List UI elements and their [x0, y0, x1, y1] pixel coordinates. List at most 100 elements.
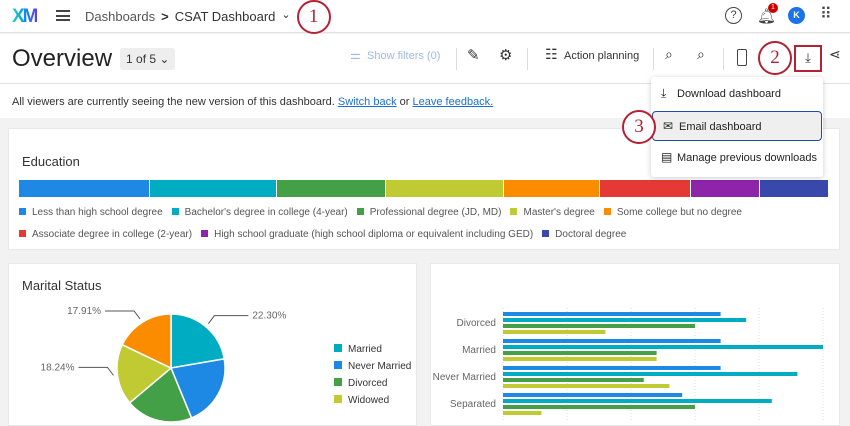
gear-icon[interactable]: ⚙	[499, 47, 513, 64]
action-planning-button[interactable]: Action planning	[564, 50, 640, 62]
bar[interactable]	[503, 405, 695, 409]
education-segment[interactable]	[276, 180, 386, 197]
breadcrumb-dashboard[interactable]: CSAT Dashboard	[174, 9, 276, 24]
annotation-3: 3	[622, 110, 656, 144]
pie-slice[interactable]	[116, 343, 173, 404]
divider	[456, 48, 457, 70]
legend-item: Doctoral degree	[542, 229, 626, 241]
bar[interactable]	[503, 366, 721, 370]
help-icon[interactable]: ?	[725, 7, 742, 24]
bar[interactable]	[503, 330, 606, 334]
pie-chart: 22.30% 18.24% 17.91% Married Never Married Di…	[41, 306, 411, 423]
divider	[653, 48, 654, 70]
education-segment[interactable]	[691, 180, 761, 197]
legend-item: Divorced	[348, 378, 387, 389]
xm-logo[interactable]: XM	[12, 6, 38, 27]
action-planning-icon[interactable]: ☷	[545, 46, 558, 62]
legend-swatch	[334, 361, 342, 369]
pie-slice[interactable]	[169, 358, 226, 419]
legend-item: Associate degree in college (2-year)	[19, 229, 192, 241]
bar[interactable]	[503, 399, 772, 403]
annotation-1: 1	[296, 0, 331, 34]
analysis-icon[interactable]: ⌕	[697, 46, 705, 62]
switch-back-link[interactable]: Switch back	[337, 96, 397, 108]
breadcrumb-dashboards[interactable]: Dashboards	[85, 9, 156, 24]
legend-item: Bachelor's degree in college (4-year)	[171, 207, 348, 219]
toolbar: Overview 1 of 5 ⌄ ⚌ Show filters (0) ✎ ⚙…	[0, 34, 850, 84]
divider	[723, 48, 724, 70]
education-segment[interactable]	[760, 180, 829, 197]
pie-label-line	[207, 315, 249, 324]
legend-item: Professional degree (JD, MD)	[356, 207, 501, 219]
annotation-2: 2	[758, 41, 792, 75]
download-icon[interactable]: ⤓	[794, 45, 822, 72]
chevron-down-icon[interactable]: ⌄	[281, 9, 291, 21]
widget-title: Education	[22, 154, 80, 169]
legend-item: Widowed	[348, 395, 389, 406]
breadcrumb: Dashboards > CSAT Dashboard ⌄ 1	[85, 0, 331, 34]
legend-swatch	[334, 395, 342, 403]
bar[interactable]	[503, 378, 644, 382]
education-segment[interactable]	[504, 180, 600, 197]
legend-item: Some college but no degree	[603, 207, 742, 219]
menu-item-download-dashboard[interactable]: ⤓ Download dashboard	[651, 79, 823, 109]
bar[interactable]	[503, 372, 798, 376]
bar[interactable]	[503, 345, 823, 349]
bar[interactable]	[503, 411, 542, 415]
legend-item: Never Married	[348, 361, 411, 372]
bar[interactable]	[503, 318, 747, 322]
pie-data-label: 22.30%	[252, 311, 286, 322]
category-label: Married	[462, 345, 496, 356]
bar[interactable]	[503, 384, 670, 388]
education-segment[interactable]	[385, 180, 505, 197]
mobile-icon[interactable]	[737, 49, 747, 66]
download-icon: ⤓	[661, 86, 667, 100]
education-segment[interactable]	[150, 180, 277, 197]
education-segment[interactable]	[599, 180, 692, 197]
bar[interactable]	[503, 351, 657, 355]
menu-icon[interactable]	[56, 10, 70, 21]
legend-item: Married	[348, 344, 382, 355]
menu-item-manage-downloads[interactable]: ▤ Manage previous downloads	[651, 143, 823, 173]
menu-item-label: Email dashboard	[679, 121, 762, 133]
share-icon[interactable]: ⋖	[829, 46, 841, 62]
widget-title: Marital Status	[22, 278, 102, 293]
education-legend: Less than high school degree Bachelor's d…	[19, 207, 829, 241]
pie-slice[interactable]	[128, 366, 193, 423]
bar[interactable]	[503, 324, 695, 328]
notice-text: All viewers are currently seeing the new…	[12, 96, 335, 108]
education-segment[interactable]	[19, 180, 151, 197]
legend-item: Master's degree	[510, 207, 595, 219]
bar-chart: Divorced Married Never Married Separated	[433, 308, 824, 422]
pie-data-label: 18.24%	[41, 362, 75, 373]
legend-swatch	[334, 344, 342, 352]
leave-feedback-link[interactable]: Leave feedback.	[412, 96, 494, 108]
menu-item-label: Download dashboard	[677, 88, 781, 100]
category-label: Never Married	[433, 372, 496, 383]
edit-icon[interactable]: ✎	[467, 47, 480, 64]
legend-item: Less than high school degree	[19, 207, 163, 219]
mail-icon: ✉	[663, 119, 674, 133]
menu-item-email-dashboard[interactable]: ✉ Email dashboard	[652, 111, 822, 141]
bar[interactable]	[503, 357, 657, 361]
divider	[527, 48, 528, 70]
filters-icon[interactable]: ⚌	[350, 48, 361, 62]
pie-slice[interactable]	[121, 313, 172, 370]
insights-icon[interactable]: ⌕	[665, 46, 673, 62]
category-label: Separated	[450, 399, 496, 410]
bar[interactable]	[503, 393, 683, 397]
breadcrumb-separator: >	[161, 9, 169, 24]
bar-widget: Divorced Married Never Married Separated	[430, 263, 840, 426]
page-selector[interactable]: 1 of 5 ⌄	[120, 48, 176, 70]
apps-grid-icon[interactable]: ⠿	[820, 6, 832, 23]
bar[interactable]	[503, 339, 721, 343]
pie-label-line	[105, 310, 141, 320]
menu-item-label: Manage previous downloads	[677, 152, 818, 164]
marital-status-widget: Marital Status 22.30% 18.24% 17.91% Married…	[8, 263, 417, 426]
notification-badge: 1	[768, 3, 778, 13]
show-filters-button[interactable]: Show filters (0)	[367, 50, 441, 62]
avatar[interactable]: K	[788, 7, 805, 24]
pie-slice[interactable]	[170, 313, 226, 369]
bar[interactable]	[503, 312, 721, 316]
pager-label: 1 of 5	[126, 52, 157, 66]
